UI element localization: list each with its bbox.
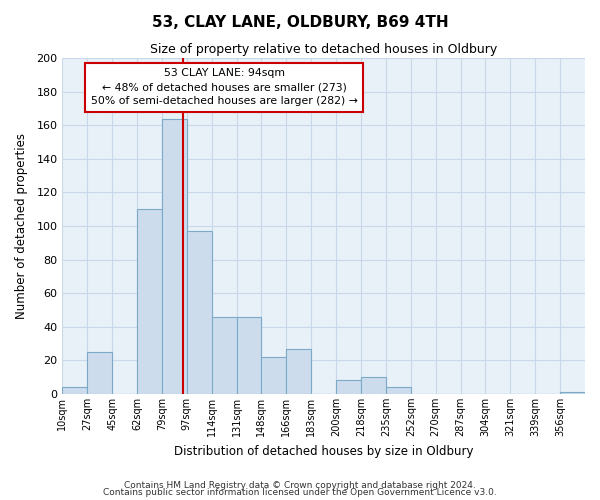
Text: Contains HM Land Registry data © Crown copyright and database right 2024.: Contains HM Land Registry data © Crown c… — [124, 480, 476, 490]
Bar — [62, 387, 87, 394]
Bar — [262, 357, 286, 394]
Bar — [236, 316, 262, 394]
Bar — [361, 377, 386, 394]
Bar — [87, 352, 112, 394]
Title: Size of property relative to detached houses in Oldbury: Size of property relative to detached ho… — [150, 42, 497, 56]
Bar — [187, 231, 212, 394]
Text: 53 CLAY LANE: 94sqm
← 48% of detached houses are smaller (273)
50% of semi-detac: 53 CLAY LANE: 94sqm ← 48% of detached ho… — [91, 68, 358, 106]
Y-axis label: Number of detached properties: Number of detached properties — [15, 133, 28, 319]
Bar — [162, 118, 187, 394]
Text: Contains public sector information licensed under the Open Government Licence v3: Contains public sector information licen… — [103, 488, 497, 497]
Text: 53, CLAY LANE, OLDBURY, B69 4TH: 53, CLAY LANE, OLDBURY, B69 4TH — [152, 15, 448, 30]
Bar — [286, 348, 311, 394]
Bar — [137, 209, 162, 394]
Bar — [560, 392, 585, 394]
X-axis label: Distribution of detached houses by size in Oldbury: Distribution of detached houses by size … — [174, 444, 473, 458]
Bar — [336, 380, 361, 394]
Bar — [386, 387, 411, 394]
Bar — [212, 316, 236, 394]
